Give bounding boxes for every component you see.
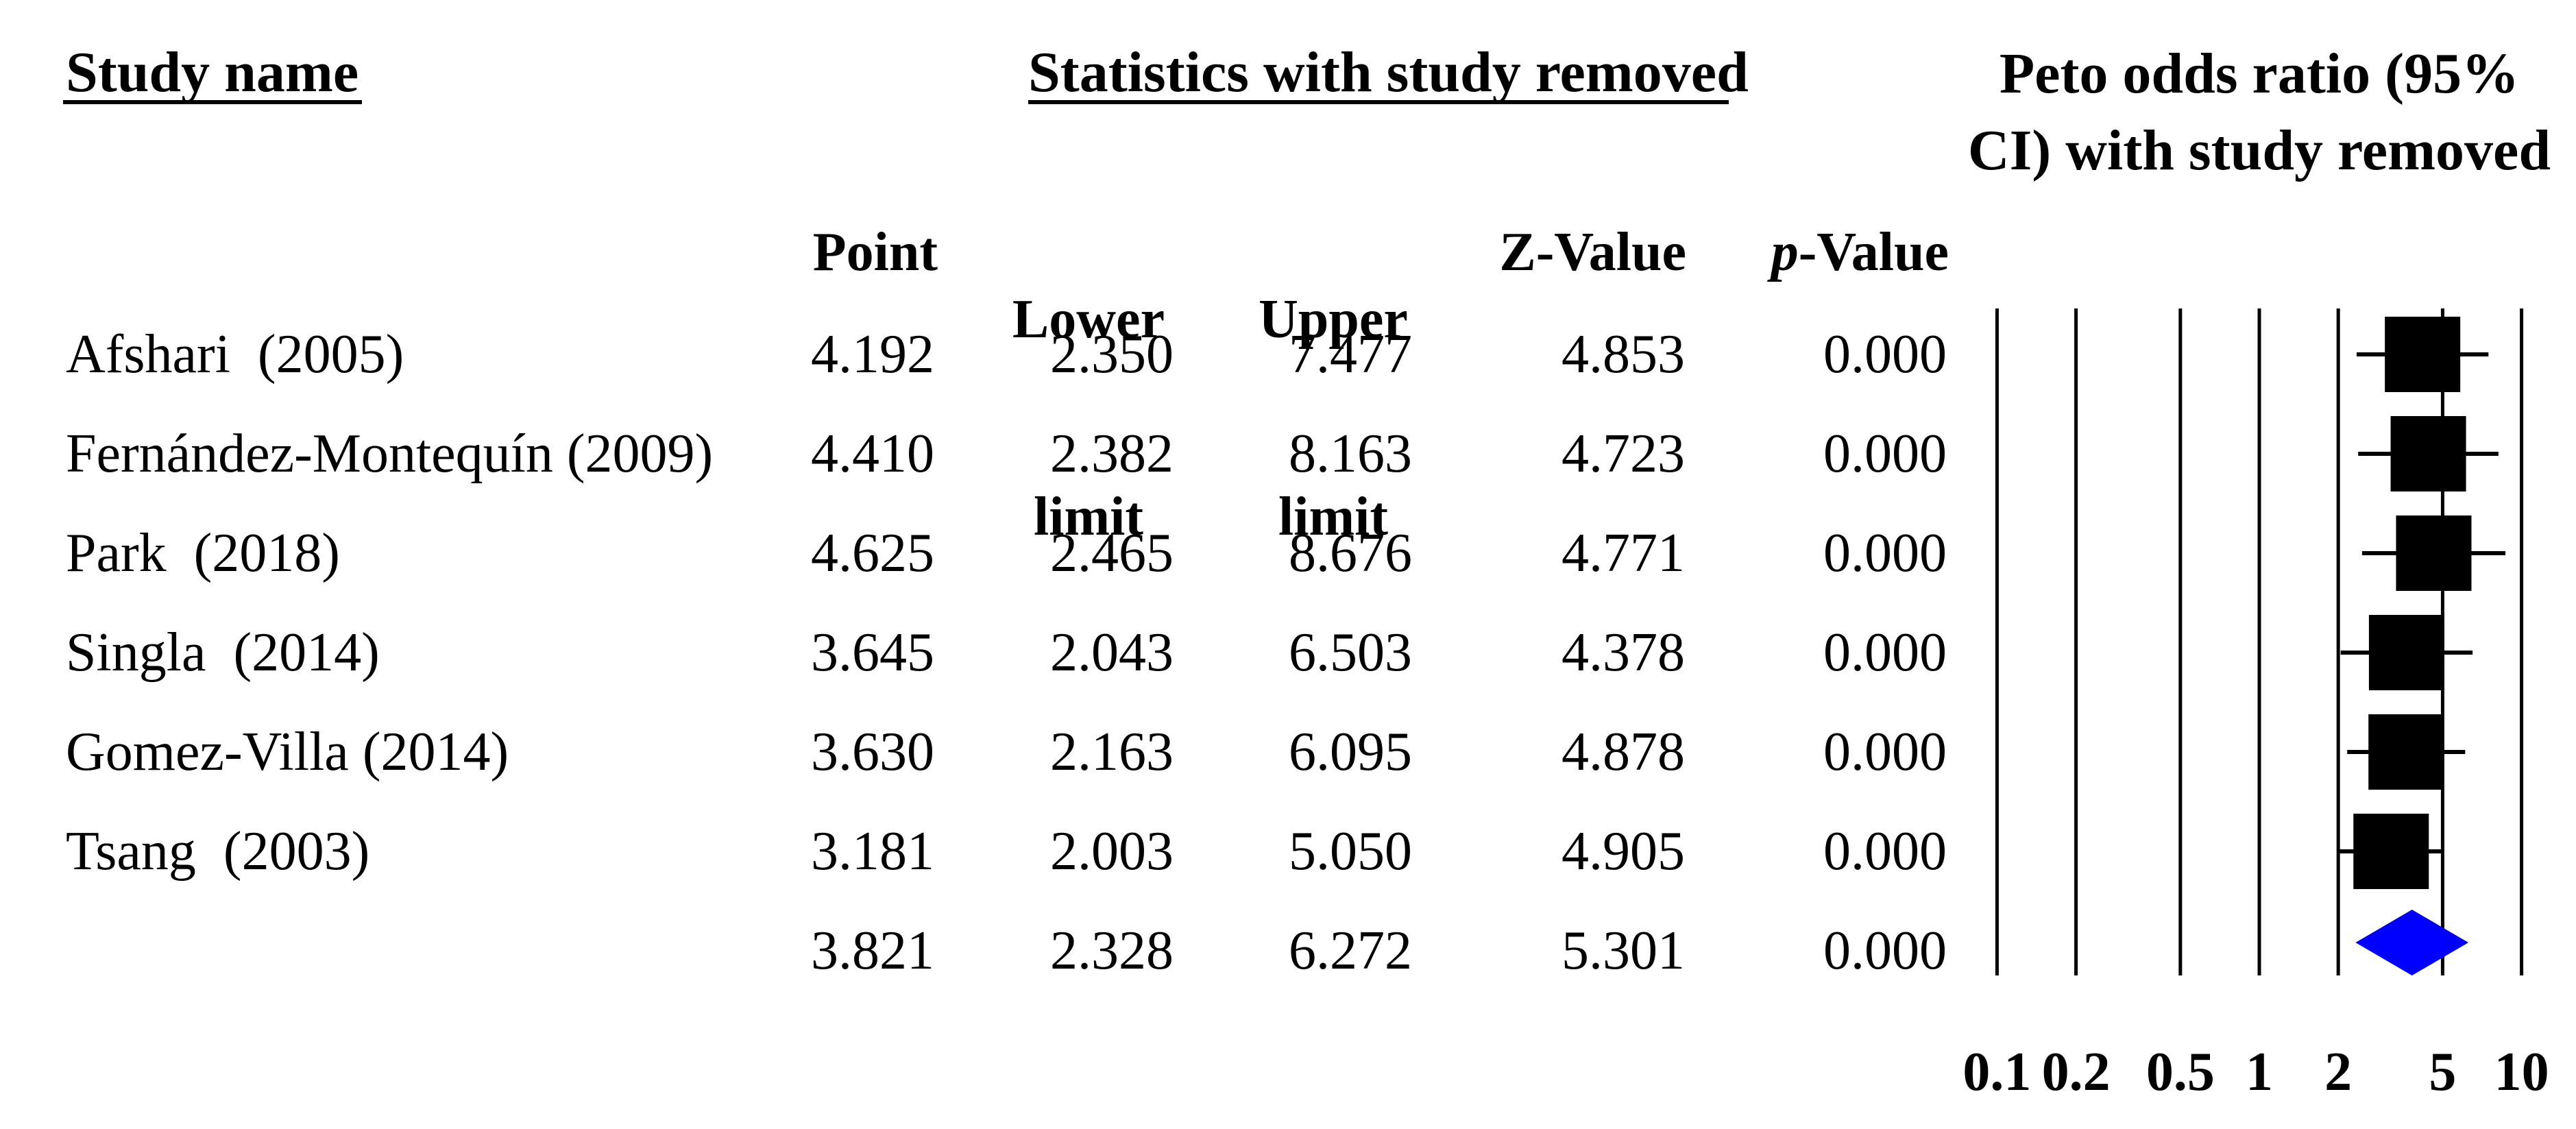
- statistics-underline: [1028, 100, 1729, 104]
- upper-limit-header: Upper limit: [1259, 289, 1408, 547]
- study-p-value: 0.000: [1823, 424, 1947, 484]
- study-lower-value: 2.043: [1050, 622, 1174, 683]
- overall-upper-value: 6.272: [1289, 921, 1412, 981]
- study-study-name: Tsang (2003): [66, 821, 370, 882]
- study-study-name: Gomez-Villa (2014): [66, 722, 509, 782]
- overall-z-value: 5.301: [1562, 921, 1685, 981]
- study-upper-value: 7.477: [1289, 324, 1412, 385]
- x-axis-label-5: 5: [2429, 1042, 2457, 1102]
- study-point-value: 4.192: [811, 324, 934, 385]
- study-upper-value: 8.676: [1289, 523, 1412, 583]
- study-upper-value: 6.095: [1289, 722, 1412, 782]
- peto-header-line2: CI) with study removed: [1967, 119, 2551, 182]
- study-p-value: 0.000: [1823, 821, 1947, 882]
- study-p-value: 0.000: [1823, 324, 1947, 385]
- point-estimate-square: [2368, 615, 2444, 690]
- study-point-value: 4.625: [811, 523, 934, 583]
- point-header: Point: [812, 222, 938, 282]
- study-upper-value: 5.050: [1289, 821, 1412, 882]
- x-axis-label-10: 10: [2494, 1042, 2549, 1102]
- study-p-value: 0.000: [1823, 523, 1947, 583]
- peto-group-header: Peto odds ratio (95% CI) with study remo…: [1958, 36, 2561, 189]
- point-estimate-square: [2353, 814, 2429, 889]
- x-axis-label-0.2: 0.2: [2041, 1042, 2111, 1102]
- p-value-header: p-Value: [1771, 222, 1949, 282]
- study-study-name: Singla (2014): [66, 622, 380, 683]
- point-estimate-square: [2385, 317, 2461, 392]
- study-study-name: Fernández-Montequín (2009): [66, 424, 714, 484]
- study-study-name: Afshari (2005): [66, 324, 404, 385]
- pooled-diamond: [2355, 910, 2469, 975]
- study-z-value: 4.771: [1562, 523, 1685, 583]
- point-estimate-square: [2396, 515, 2472, 591]
- study-point-value: 3.645: [811, 622, 934, 683]
- z-value-header: Z-Value: [1499, 222, 1686, 282]
- study-name-header: Study name: [66, 40, 359, 104]
- peto-header-line1: Peto odds ratio (95%: [1999, 42, 2520, 106]
- study-study-name: Park (2018): [66, 523, 340, 583]
- study-point-value: 3.630: [811, 722, 934, 782]
- study-z-value: 4.853: [1562, 324, 1685, 385]
- study-z-value: 4.378: [1562, 622, 1685, 683]
- study-point-value: 3.181: [811, 821, 934, 882]
- study-lower-value: 2.382: [1050, 424, 1174, 484]
- study-p-value: 0.000: [1823, 622, 1947, 683]
- study-z-value: 4.905: [1562, 821, 1685, 882]
- study-z-value: 4.723: [1562, 424, 1685, 484]
- study-point-value: 4.410: [811, 424, 934, 484]
- study-p-value: 0.000: [1823, 722, 1947, 782]
- point-estimate-square: [2368, 714, 2444, 790]
- overall-point-value: 3.821: [811, 921, 934, 981]
- lower-limit-header: Lower limit: [1012, 289, 1165, 547]
- study-upper-value: 8.163: [1289, 424, 1412, 484]
- statistics-group-header: Statistics with study removed: [1028, 40, 1749, 104]
- study-z-value: 4.878: [1562, 722, 1685, 782]
- overall-lower-value: 2.328: [1050, 921, 1174, 981]
- study-lower-value: 2.350: [1050, 324, 1174, 385]
- x-axis-label-0.1: 0.1: [1963, 1042, 2032, 1102]
- study-lower-value: 2.163: [1050, 722, 1174, 782]
- point-estimate-square: [2390, 416, 2466, 491]
- x-axis-label-2: 2: [2324, 1042, 2353, 1102]
- study-lower-value: 2.003: [1050, 821, 1174, 882]
- x-axis-label-1: 1: [2246, 1042, 2273, 1102]
- study-lower-value: 2.465: [1050, 523, 1174, 583]
- overall-p-value: 0.000: [1823, 921, 1947, 981]
- study-upper-value: 6.503: [1289, 622, 1412, 683]
- study-name-underline: [63, 100, 362, 104]
- x-axis-label-0.5: 0.5: [2146, 1042, 2215, 1102]
